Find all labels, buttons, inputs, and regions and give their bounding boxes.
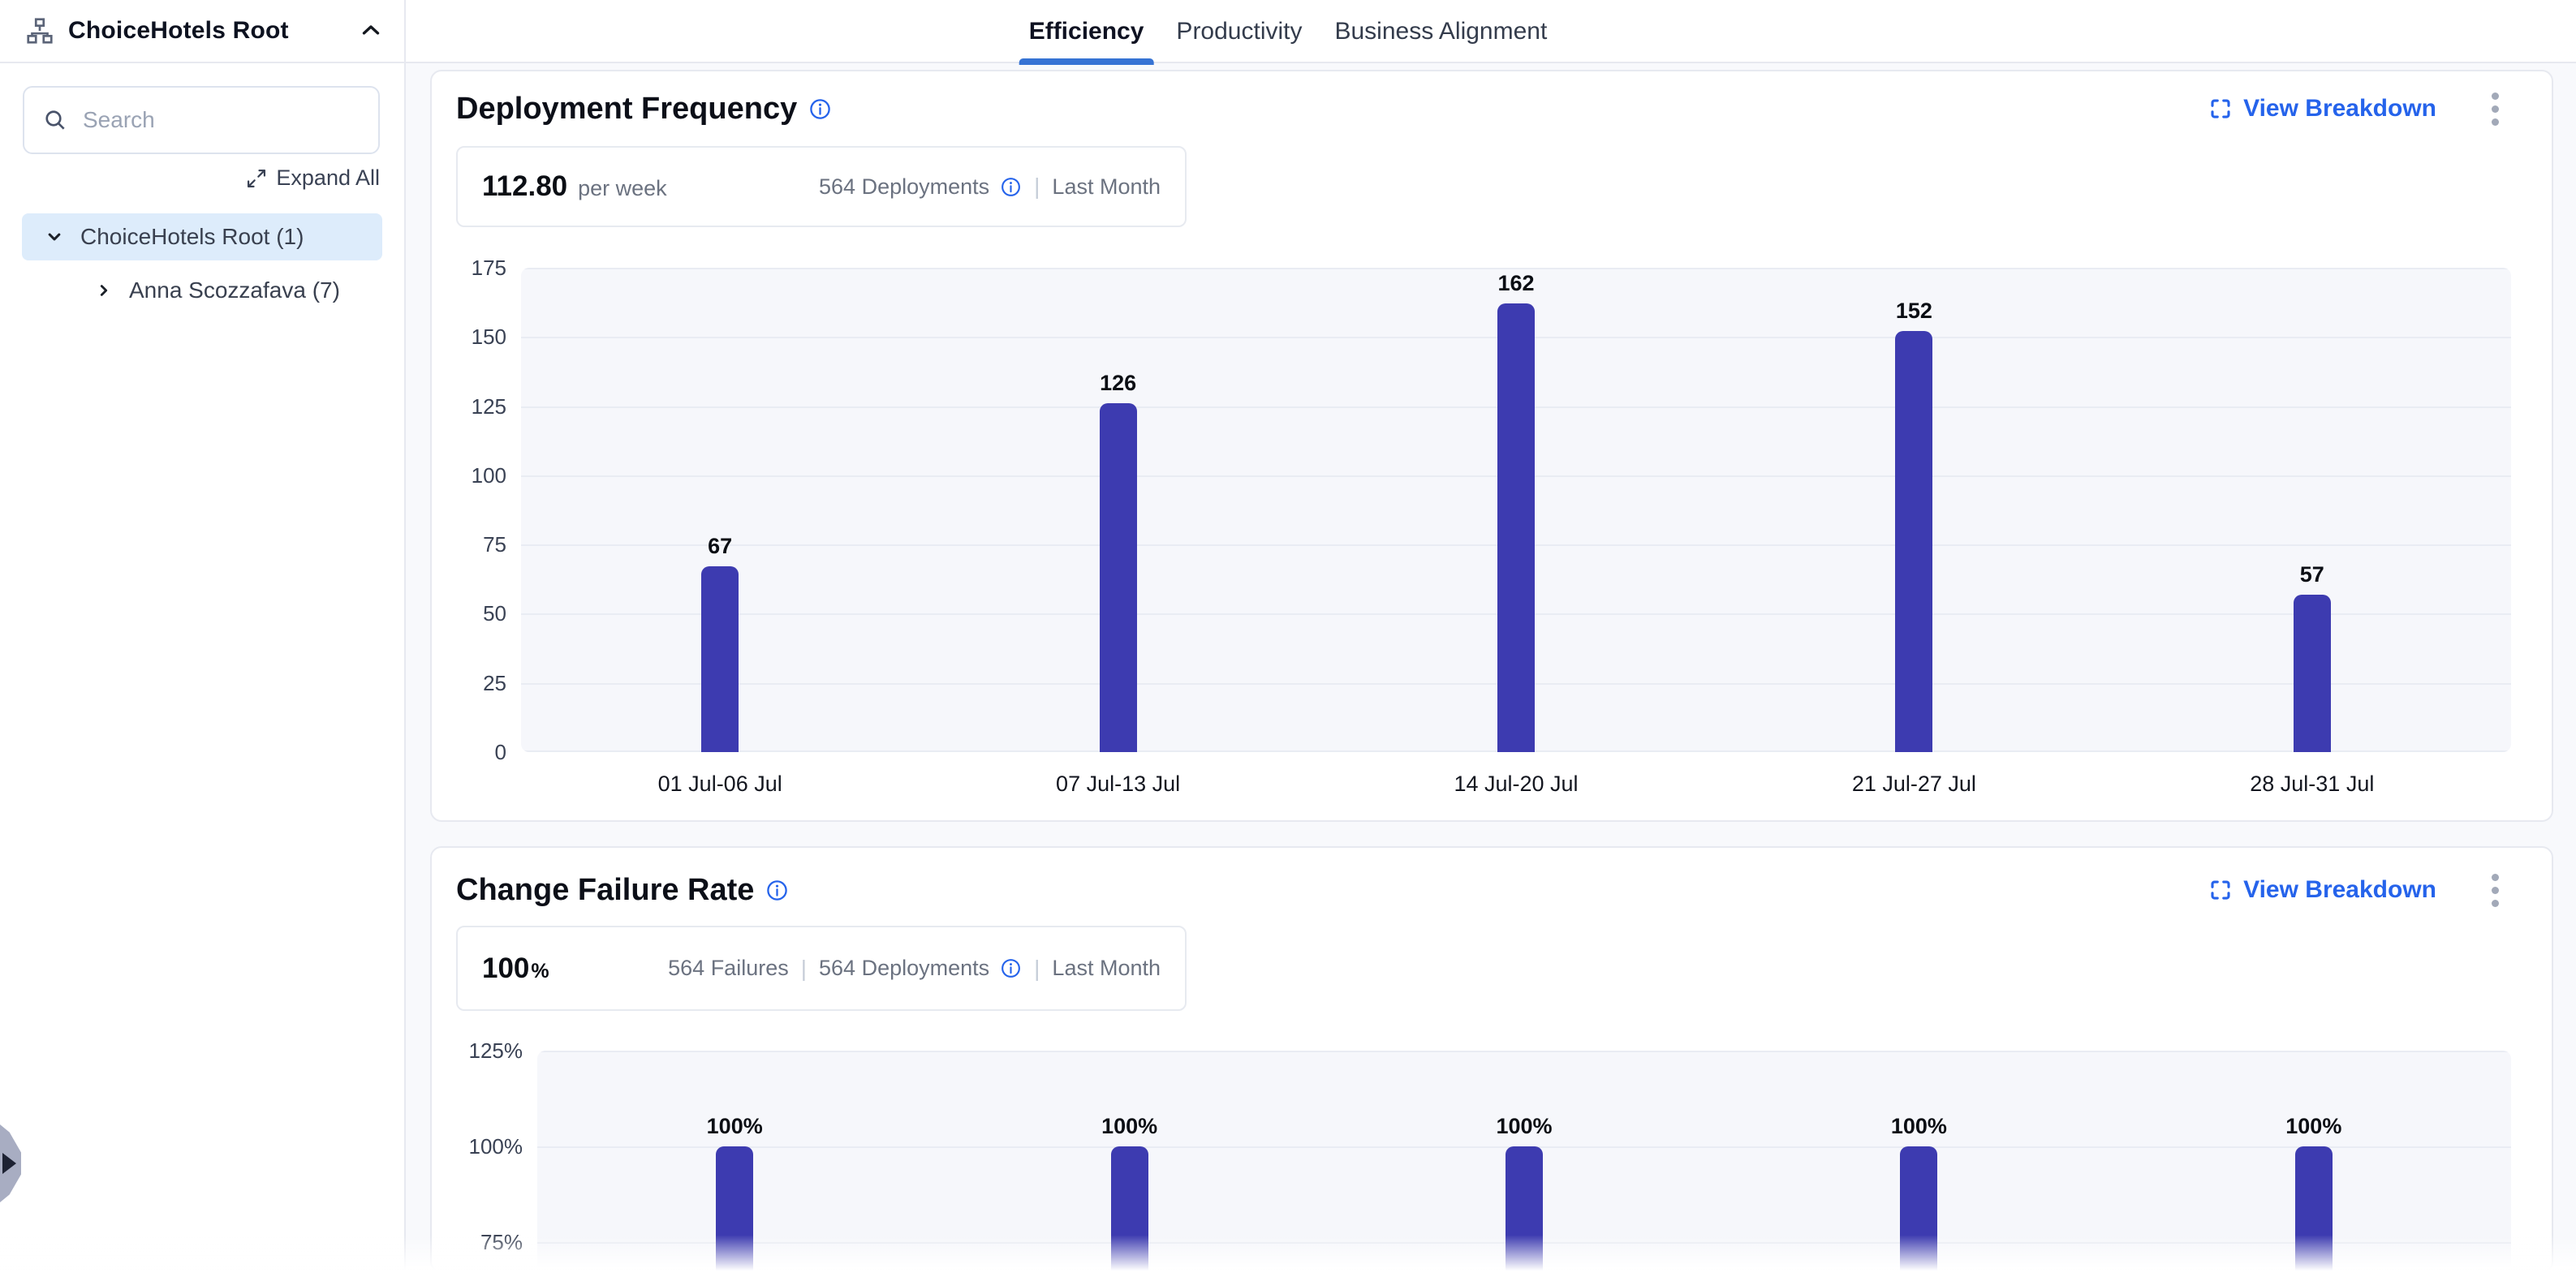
card-title: Change Failure Rate	[456, 872, 755, 907]
failures-count: 564 Failures	[668, 956, 789, 980]
info-icon[interactable]	[765, 879, 789, 902]
y-axis-tick: 25	[483, 670, 506, 695]
bar-value-label: 100%	[1890, 1114, 1947, 1138]
fullscreen-corners-icon	[2208, 97, 2233, 121]
tree-item-label: Anna Scozzafava (7)	[129, 277, 340, 303]
bar-value-label: 100%	[2285, 1114, 2342, 1138]
y-axis-tick: 125%	[468, 1038, 523, 1063]
bar[interactable]	[1099, 403, 1137, 752]
main-area: Efficiency Productivity Business Alignme…	[406, 0, 2576, 1277]
x-axis-label: 21 Jul-27 Jul	[1851, 772, 1976, 796]
sidebar: ChoiceHotels Root Expand All	[0, 0, 406, 1277]
triangle-right-icon	[2, 1153, 16, 1174]
chevron-down-icon[interactable]	[43, 226, 66, 248]
bar[interactable]	[1497, 303, 1535, 752]
sidebar-collapse-handle[interactable]	[0, 1124, 21, 1202]
cfr-value-suffix: %	[531, 959, 549, 982]
cfr-value: 100	[482, 952, 530, 984]
tab-productivity[interactable]: Productivity	[1176, 18, 1303, 45]
org-hierarchy-icon	[24, 15, 55, 46]
chevron-right-icon[interactable]	[93, 280, 114, 301]
bar[interactable]	[1900, 1146, 1938, 1271]
bar[interactable]	[1895, 331, 1933, 752]
kebab-menu-button[interactable]	[2479, 872, 2511, 908]
x-axis-label: 28 Jul-31 Jul	[2250, 772, 2375, 796]
view-breakdown-button[interactable]: View Breakdown	[2208, 876, 2436, 904]
y-axis-tick: 175	[471, 256, 506, 280]
info-icon[interactable]	[808, 97, 832, 121]
search-input[interactable]	[83, 107, 360, 133]
bar-value-label: 100%	[1496, 1114, 1553, 1138]
tree-item-root[interactable]: ChoiceHotels Root (1)	[22, 213, 382, 260]
x-axis-labels: 01 Jul-06 Jul 07 Jul-13 Jul 14 Jul-20 Jul 2…	[521, 752, 2511, 799]
gridline	[521, 268, 2511, 269]
gridline	[537, 1051, 2511, 1052]
search-box	[23, 86, 380, 154]
bar-value-label: 152	[1895, 299, 1932, 324]
tab-efficiency[interactable]: Efficiency	[1019, 0, 1154, 65]
bar-value-label: 100%	[1101, 1114, 1158, 1138]
deployments-count: 564 Deployments	[819, 174, 990, 199]
deployment-rate-value: 112.80	[482, 170, 568, 202]
change-failure-rate-chart: 125% 100% 75% 100% 100% 100% 100% 100%	[456, 1038, 2511, 1271]
top-tab-bar: Efficiency Productivity Business Alignme…	[406, 0, 2576, 65]
y-axis-tick: 125	[471, 393, 506, 419]
expand-all-label: Expand All	[276, 166, 380, 190]
content-scroll-area: Deployment Frequency	[406, 63, 2576, 1277]
view-breakdown-button[interactable]: View Breakdown	[2208, 95, 2436, 123]
info-icon[interactable]	[1000, 176, 1022, 198]
x-axis-label: 07 Jul-13 Jul	[1056, 772, 1181, 796]
bar[interactable]	[1506, 1146, 1543, 1271]
cfr-stat-box: 100 % 564 Failures | 564 Deployments |	[456, 926, 1187, 1011]
y-axis-tick: 75%	[480, 1230, 523, 1254]
bar-value-label: 100%	[706, 1114, 763, 1138]
x-axis-label: 01 Jul-06 Jul	[657, 772, 782, 796]
y-axis-tick: 100%	[468, 1134, 523, 1159]
info-icon[interactable]	[1000, 957, 1022, 979]
bar[interactable]	[701, 566, 739, 752]
tree-item-child[interactable]: Anna Scozzafava (7)	[0, 267, 404, 314]
search-icon	[42, 107, 68, 133]
y-axis-tick: 0	[494, 740, 506, 764]
fullscreen-corners-icon	[2208, 878, 2233, 902]
plot-area: 100% 100% 100% 100% 100%	[537, 1051, 2511, 1271]
change-failure-rate-card: Change Failure Rate	[430, 846, 2553, 1273]
period-label: Last Month	[1052, 174, 1161, 199]
bar-value-label: 126	[1100, 371, 1137, 396]
bar-value-label: 67	[708, 534, 733, 559]
y-axis-tick: 100	[471, 462, 506, 488]
card-title: Deployment Frequency	[456, 91, 798, 126]
y-axis-tick: 50	[483, 601, 506, 626]
chevron-up-icon[interactable]	[357, 17, 385, 45]
bar[interactable]	[716, 1146, 754, 1271]
deployment-frequency-card: Deployment Frequency	[430, 70, 2553, 822]
y-axis-tick: 75	[483, 532, 506, 557]
bar[interactable]	[2293, 594, 2331, 752]
sidebar-header: ChoiceHotels Root	[0, 0, 404, 63]
period-label: Last Month	[1052, 956, 1161, 980]
org-tree: ChoiceHotels Root (1) Anna Scozzafava (7…	[0, 213, 404, 314]
tabs-group: Efficiency Productivity Business Alignme…	[1019, 0, 1549, 65]
x-axis-label: 14 Jul-20 Jul	[1454, 772, 1579, 796]
view-breakdown-label: View Breakdown	[2243, 95, 2436, 122]
expand-all-button[interactable]: Expand All	[0, 166, 380, 191]
deployments-count: 564 Deployments	[819, 956, 990, 980]
bar-value-label: 162	[1497, 271, 1535, 296]
view-breakdown-label: View Breakdown	[2243, 876, 2436, 903]
bar[interactable]	[2294, 1146, 2333, 1271]
tree-item-label: ChoiceHotels Root (1)	[80, 224, 304, 249]
sidebar-title: ChoiceHotels Root	[68, 17, 289, 44]
y-axis-tick: 150	[471, 325, 506, 350]
kebab-menu-button[interactable]	[2479, 91, 2511, 127]
expand-all-icon	[245, 167, 268, 190]
plot-area: 67 126 162 152 57	[521, 268, 2511, 752]
bar[interactable]	[1110, 1146, 1148, 1271]
bar-value-label: 57	[2299, 561, 2324, 587]
deployment-stat-box: 112.80 per week 564 Deployments | Last M…	[456, 146, 1187, 227]
deployment-frequency-chart: 175 150 125 100 75 50 25 0 67 126 162 152 57	[456, 256, 2511, 764]
tab-business-alignment[interactable]: Business Alignment	[1334, 18, 1548, 45]
deployment-rate-unit: per week	[578, 176, 667, 200]
